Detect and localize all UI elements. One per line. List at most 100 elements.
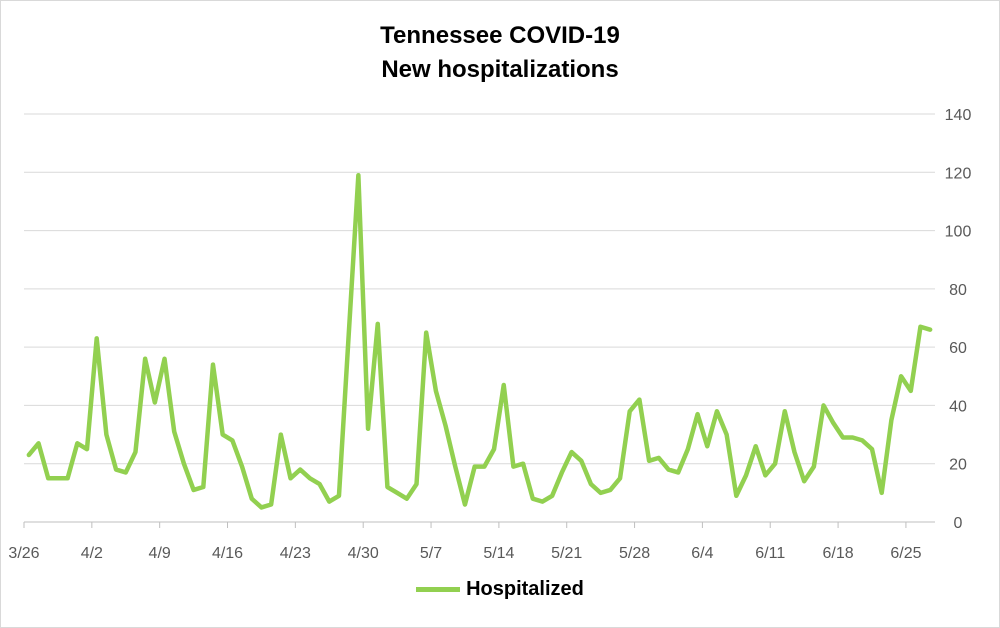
x-tick-label-4: 4/23: [280, 545, 311, 562]
data-point-41: [424, 331, 428, 335]
data-point-78: [783, 409, 787, 413]
x-tick-label-9: 5/28: [619, 545, 650, 562]
data-point-77: [773, 462, 777, 466]
data-point-22: [240, 465, 244, 469]
data-point-42: [434, 389, 438, 393]
data-point-85: [851, 435, 855, 439]
data-point-19: [211, 363, 215, 367]
data-point-10: [124, 470, 128, 474]
data-point-61: [618, 476, 622, 480]
y-tick-label-60: 60: [949, 340, 967, 357]
y-tick-label-100: 100: [945, 224, 972, 241]
data-point-55: [560, 470, 564, 474]
data-point-52: [531, 497, 535, 501]
data-point-3: [56, 476, 60, 480]
data-point-62: [628, 409, 632, 413]
data-point-59: [599, 491, 603, 495]
data-point-38: [395, 491, 399, 495]
data-point-40: [415, 482, 419, 486]
data-point-17: [192, 488, 196, 492]
data-point-83: [831, 421, 835, 425]
data-point-82: [822, 403, 826, 407]
data-point-36: [376, 322, 380, 326]
chart-title: Tennessee COVID-19: [380, 22, 620, 49]
data-point-39: [405, 497, 409, 501]
x-tick-label-12: 6/18: [823, 545, 854, 562]
data-point-57: [579, 459, 583, 463]
data-point-73: [734, 494, 738, 498]
data-point-48: [492, 447, 496, 451]
data-point-43: [444, 424, 448, 428]
legend-swatch-hospitalized: [416, 587, 461, 592]
x-tick-label-7: 5/14: [483, 545, 514, 562]
y-tick-label-40: 40: [949, 398, 967, 415]
data-point-71: [715, 409, 719, 413]
data-point-1: [37, 441, 41, 445]
data-point-72: [725, 433, 729, 437]
data-point-54: [550, 494, 554, 498]
data-point-93: [928, 328, 932, 332]
data-point-86: [860, 438, 864, 442]
data-point-12: [143, 357, 147, 361]
data-point-34: [356, 173, 360, 177]
x-tick-label-1: 4/2: [81, 545, 103, 562]
data-point-91: [909, 389, 913, 393]
data-point-79: [792, 450, 796, 454]
data-point-14: [163, 357, 167, 361]
data-point-75: [754, 444, 758, 448]
data-point-21: [230, 438, 234, 442]
x-tick-label-3: 4/16: [212, 545, 243, 562]
data-point-23: [250, 497, 254, 501]
data-point-63: [637, 398, 641, 402]
data-point-87: [870, 447, 874, 451]
data-point-11: [133, 450, 137, 454]
data-point-28: [298, 468, 302, 472]
data-point-51: [521, 462, 525, 466]
data-point-68: [686, 447, 690, 451]
data-point-58: [589, 482, 593, 486]
y-tick-label-140: 140: [945, 107, 972, 124]
x-tick-label-0: 3/26: [8, 545, 39, 562]
data-point-8: [104, 433, 108, 437]
data-point-64: [647, 459, 651, 463]
data-point-20: [221, 433, 225, 437]
chart-legend: Hospitalized: [0, 578, 1000, 601]
data-point-0: [27, 453, 31, 457]
data-point-6: [85, 447, 89, 451]
data-point-65: [657, 456, 661, 460]
data-point-46: [473, 465, 477, 469]
data-point-60: [608, 488, 612, 492]
series-line-hospitalized: [26, 172, 933, 510]
data-point-9: [114, 468, 118, 472]
data-point-44: [453, 465, 457, 469]
data-point-5: [75, 441, 79, 445]
data-point-24: [259, 505, 263, 509]
data-point-49: [502, 383, 506, 387]
data-point-27: [289, 476, 293, 480]
y-tick-label-120: 120: [945, 165, 972, 182]
data-point-89: [889, 418, 893, 422]
data-point-70: [705, 444, 709, 448]
data-point-30: [318, 482, 322, 486]
data-point-67: [676, 470, 680, 474]
data-point-50: [511, 465, 515, 469]
y-tick-label-80: 80: [949, 282, 967, 299]
data-point-15: [172, 430, 176, 434]
data-point-32: [337, 494, 341, 498]
data-point-81: [812, 465, 816, 469]
data-point-92: [918, 325, 922, 329]
data-point-76: [763, 473, 767, 477]
data-point-4: [66, 476, 70, 480]
data-point-45: [463, 503, 467, 507]
data-point-37: [385, 485, 389, 489]
data-point-31: [327, 500, 331, 504]
x-tick-label-10: 6/4: [691, 545, 713, 562]
data-point-53: [540, 500, 544, 504]
y-tick-label-0: 0: [954, 515, 963, 532]
data-point-84: [841, 435, 845, 439]
x-tick-label-2: 4/9: [149, 545, 171, 562]
data-point-13: [153, 401, 157, 405]
data-point-88: [880, 491, 884, 495]
